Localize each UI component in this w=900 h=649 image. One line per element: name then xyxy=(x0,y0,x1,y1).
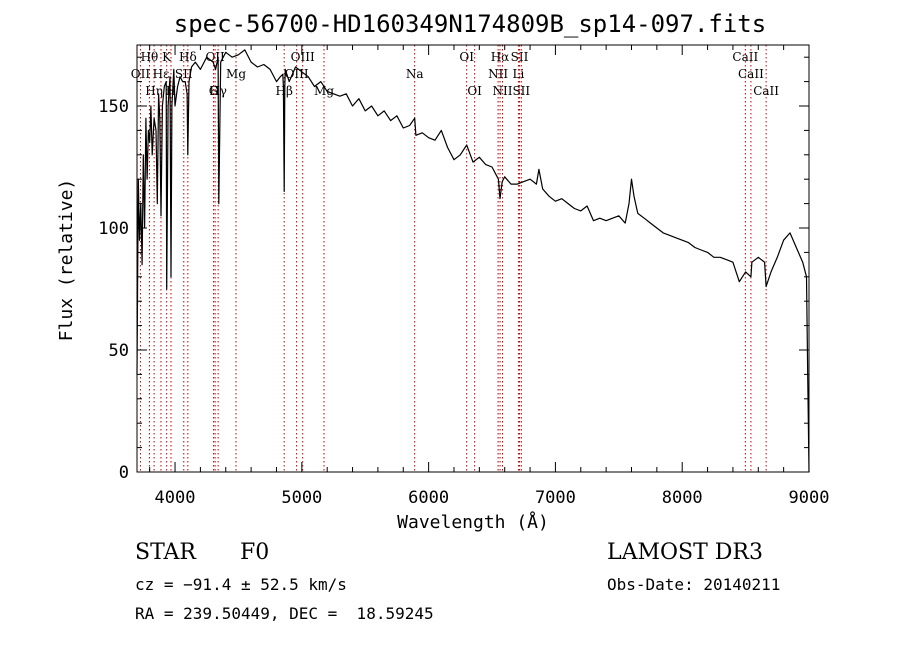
x-axis-ticks: 4000 5000 6000 7000 8000 9000 xyxy=(149,45,830,508)
sky-coordinates: RA = 239.50449, DEC = 18.59245 xyxy=(135,604,434,623)
line-marker-label-15: NII xyxy=(488,67,508,81)
line-marker-label-0: Hθ xyxy=(141,50,159,64)
observation-date: Obs-Date: 20140211 xyxy=(607,575,781,594)
line-marker-label-8: CaII xyxy=(732,50,758,64)
y-tick-label-0: 0 xyxy=(119,463,129,483)
x-tick-label-2: 6000 xyxy=(408,488,449,508)
spectrum-line xyxy=(136,49,810,473)
line-marker-label-19: H xyxy=(166,84,176,98)
line-marker-label-14: Na xyxy=(406,67,424,81)
y-tick-label-1: 50 xyxy=(109,341,129,361)
line-marker-label-4: OIII xyxy=(291,50,315,64)
line-marker-label-18: Hη xyxy=(145,84,163,98)
x-axis-label: Wavelength (Å) xyxy=(397,511,549,533)
line-marker-label-1: K xyxy=(162,50,172,64)
line-marker-label-24: OI xyxy=(467,84,482,98)
y-axis-ticks: 0 50 100 150 xyxy=(98,56,809,483)
x-tick-label-5: 9000 xyxy=(789,488,830,508)
spectrum-series xyxy=(136,49,810,473)
x-tick-label-1: 5000 xyxy=(281,488,322,508)
line-marker-label-17: CaII xyxy=(738,67,764,81)
line-marker-label-10: Hε xyxy=(153,67,170,81)
object-class: STAR xyxy=(135,540,196,565)
y-tick-label-2: 100 xyxy=(98,219,129,239)
line-marker-label-21: G xyxy=(209,84,219,98)
line-marker-label-7: SII xyxy=(511,50,529,64)
line-marker-label-16: Li xyxy=(512,67,524,81)
line-marker-label-23: Mg xyxy=(314,84,334,98)
line-marker-label-2: Hδ xyxy=(179,50,197,64)
x-tick-label-4: 8000 xyxy=(662,488,703,508)
survey-name: LAMOST DR3 xyxy=(607,540,763,565)
y-tick-label-3: 150 xyxy=(98,97,129,117)
line-marker-label-5: OI xyxy=(459,50,474,64)
line-marker-label-25: NII xyxy=(493,84,513,98)
line-marker-label-27: CaII xyxy=(753,84,779,98)
x-tick-label-0: 4000 xyxy=(155,488,196,508)
chart-title: spec-56700-HD160349N174809B_sp14-097.fit… xyxy=(174,10,766,38)
x-tick-label-3: 7000 xyxy=(535,488,576,508)
line-marker-label-9: OII xyxy=(131,67,151,81)
y-axis-label: Flux (relative) xyxy=(56,179,77,342)
line-marker-label-26: SII xyxy=(512,84,530,98)
plot-frame xyxy=(136,44,810,473)
line-marker-label-12: Mg xyxy=(226,67,246,81)
line-marker-label-3: OII xyxy=(205,50,225,64)
object-subclass: F0 xyxy=(240,540,270,565)
line-marker-label-6: Hα xyxy=(491,50,510,64)
redshift-cz: cz = −91.4 ± 52.5 km/s xyxy=(135,575,347,594)
